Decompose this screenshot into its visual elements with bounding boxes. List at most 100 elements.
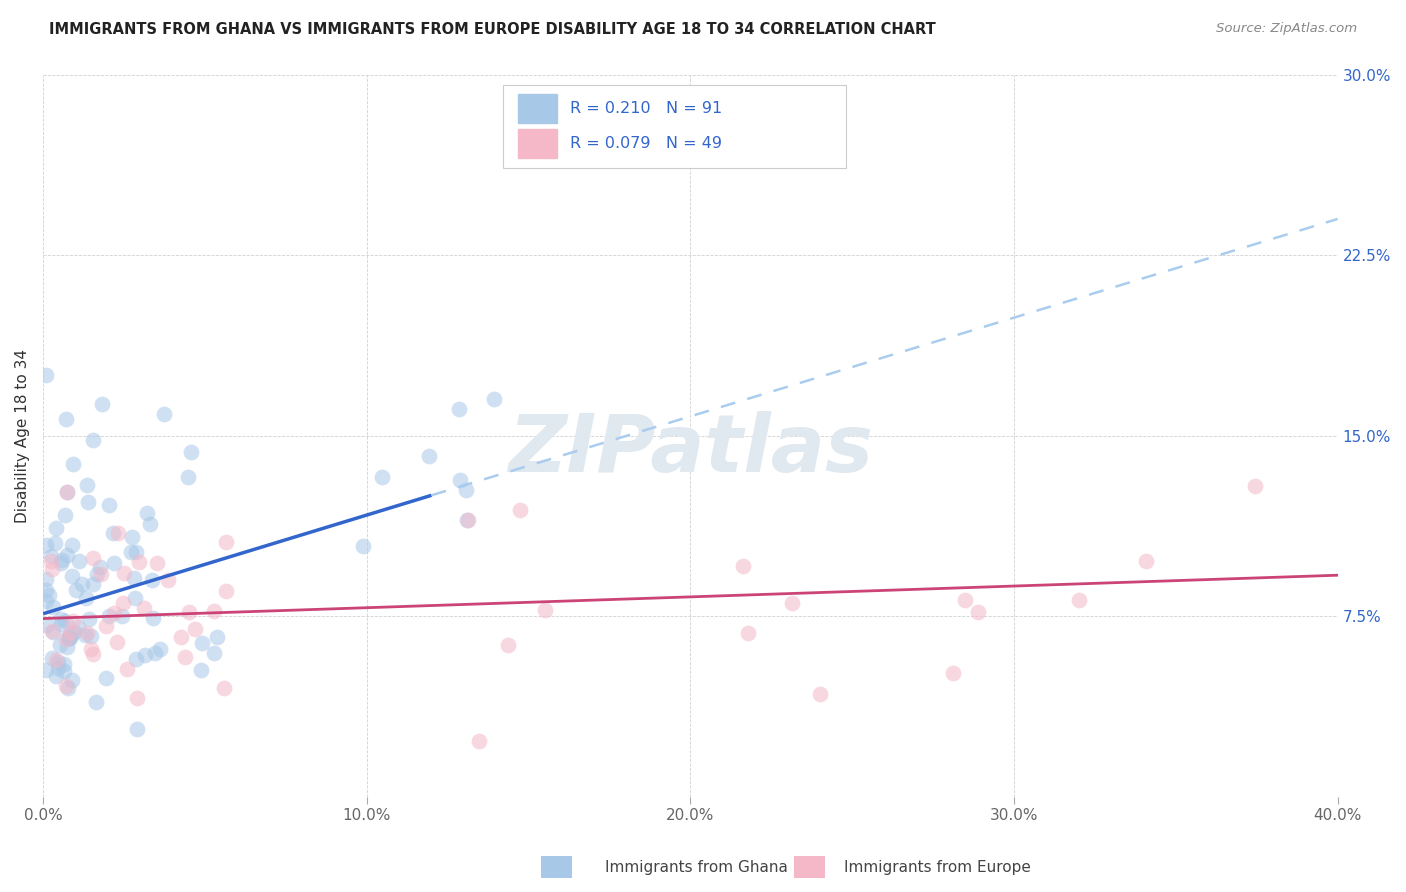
Point [79,612,101,626]
Point [67,554,90,568]
Point [125,651,148,665]
Point [212,681,235,695]
Point [202,604,225,618]
Point [96,671,118,685]
Point [65,583,87,598]
Point [125,723,148,737]
Point [1067,593,1090,607]
FancyBboxPatch shape [519,94,557,123]
Point [120,545,142,559]
Point [121,530,143,544]
Point [41,600,63,615]
Point [190,663,212,677]
Point [52,665,75,679]
Point [128,555,150,569]
Point [177,469,200,483]
Point [53,508,76,522]
Point [35,537,58,551]
Text: ZIPatlas: ZIPatlas [508,411,873,489]
Point [76,495,98,509]
Point [39,549,62,563]
Point [156,573,179,587]
Point [49,639,72,653]
Point [215,535,238,549]
Point [53,657,76,671]
Point [117,662,139,676]
FancyBboxPatch shape [519,128,557,158]
Point [51,617,73,632]
Point [780,596,803,610]
Point [58,631,80,645]
Point [35,593,58,607]
Point [41,624,63,638]
Point [82,551,104,566]
Text: IMMIGRANTS FROM GHANA VS IMMIGRANTS FROM EUROPE DISABILITY AGE 18 TO 34 CORRELAT: IMMIGRANTS FROM GHANA VS IMMIGRANTS FROM… [49,22,936,37]
Point [449,402,471,417]
Point [143,646,166,660]
Text: R = 0.210   N = 91: R = 0.210 N = 91 [569,101,723,116]
Point [35,617,58,632]
Point [101,526,124,541]
Point [97,609,120,624]
Point [45,669,67,683]
Point [38,589,60,603]
Point [39,554,62,568]
FancyBboxPatch shape [503,86,846,169]
Point [80,642,103,657]
Point [56,484,79,499]
Point [41,650,63,665]
Point [55,548,77,562]
Point [56,631,79,645]
Point [184,623,207,637]
Point [62,614,84,628]
Point [111,609,134,624]
Point [139,516,162,531]
Point [41,562,63,576]
Point [509,502,531,516]
Point [59,624,82,639]
Point [141,574,163,588]
Point [103,607,125,621]
Point [105,635,128,649]
Point [955,592,977,607]
Point [76,478,98,492]
Point [352,539,374,553]
Point [468,734,491,748]
Point [82,434,104,448]
Point [174,649,197,664]
Text: Immigrants from Ghana: Immigrants from Ghana [605,860,787,874]
Point [1244,479,1267,493]
Point [179,605,201,619]
Point [84,695,107,709]
Point [72,577,94,591]
Point [76,626,98,640]
Point [134,648,156,662]
Point [42,624,65,639]
Point [737,626,759,640]
Point [112,596,135,610]
Point [153,407,176,421]
Point [82,577,104,591]
Point [80,629,103,643]
Text: Immigrants from Europe: Immigrants from Europe [844,860,1031,874]
Point [73,628,96,642]
Point [205,630,228,644]
Point [89,560,111,574]
Point [45,652,67,666]
Text: Source: ZipAtlas.com: Source: ZipAtlas.com [1216,22,1357,36]
Point [125,545,148,559]
Point [124,591,146,606]
Point [60,673,83,688]
Point [59,632,82,646]
Point [55,411,77,425]
Point [75,591,97,606]
Point [125,690,148,705]
Point [60,538,83,552]
Point [142,611,165,625]
Point [53,614,76,628]
Point [112,566,135,580]
Point [63,625,86,640]
Point [82,648,104,662]
Point [96,618,118,632]
Point [55,640,77,654]
